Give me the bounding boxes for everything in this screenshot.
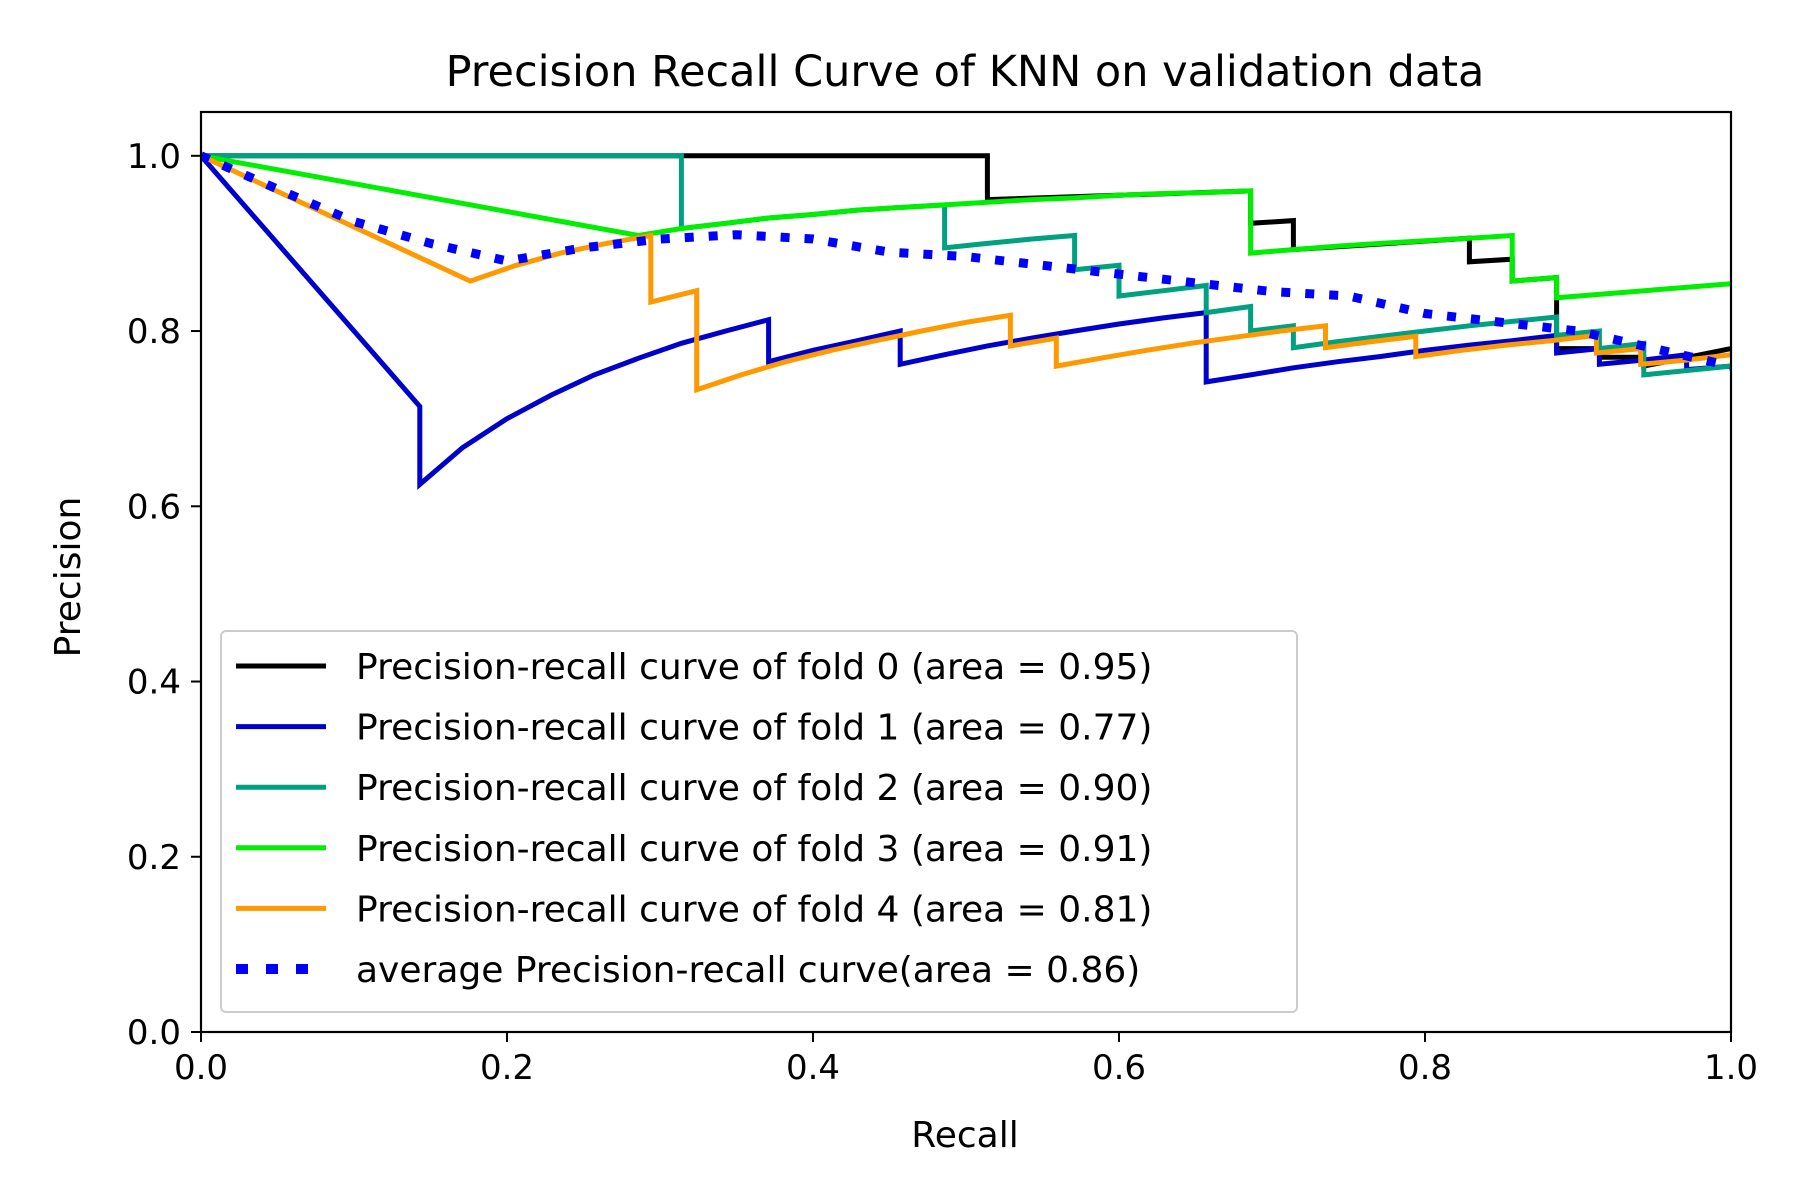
y-tick-label-2: 0.4 bbox=[127, 663, 181, 703]
series-line-5 bbox=[201, 151, 1731, 371]
series-line-1 bbox=[201, 154, 1731, 490]
y-axis-label: Precision bbox=[48, 497, 89, 658]
x-tick-label-5: 1.0 bbox=[1704, 1048, 1758, 1088]
legend-label-5: average Precision-recall curve(area = 0.… bbox=[356, 950, 1140, 991]
legend: Precision-recall curve of fold 0 (area =… bbox=[220, 630, 1298, 1013]
legend-label-2: Precision-recall curve of fold 2 (area =… bbox=[356, 768, 1152, 809]
series-lines bbox=[201, 151, 1731, 490]
x-axis-label: Recall bbox=[911, 1115, 1018, 1156]
y-tick-label-0: 0.0 bbox=[127, 1013, 181, 1053]
y-tick-label-4: 0.8 bbox=[127, 312, 181, 352]
plot-area: 0.0 0.2 0.4 0.6 0.8 1.0 0.0 0.2 0.4 0.6 0.8 1.0 bbox=[127, 110, 1758, 1088]
legend-box bbox=[220, 630, 1298, 1013]
x-tick-label-3: 0.6 bbox=[1092, 1048, 1146, 1088]
series-line-4 bbox=[201, 153, 1731, 394]
y-tick-label-5: 1.0 bbox=[127, 137, 181, 177]
x-tick-label-4: 0.8 bbox=[1398, 1048, 1452, 1088]
x-tick-label-1: 0.2 bbox=[480, 1048, 534, 1088]
x-tick-label-0: 0.0 bbox=[174, 1048, 228, 1088]
y-tick-label-3: 0.6 bbox=[127, 487, 181, 527]
legend-label-0: Precision-recall curve of fold 0 (area =… bbox=[356, 647, 1152, 688]
x-tick-label-2: 0.4 bbox=[786, 1048, 840, 1088]
series-line-3 bbox=[201, 153, 1731, 301]
legend-label-4: Precision-recall curve of fold 4 (area =… bbox=[356, 889, 1152, 930]
legend-label-3: Precision-recall curve of fold 3 (area =… bbox=[356, 829, 1152, 870]
y-tick-label-1: 0.2 bbox=[127, 838, 181, 878]
legend-label-1: Precision-recall curve of fold 1 (area =… bbox=[356, 708, 1152, 749]
plot-frame bbox=[199, 110, 1733, 1034]
chart-title: Precision Recall Curve of KNN on validat… bbox=[446, 47, 1485, 97]
